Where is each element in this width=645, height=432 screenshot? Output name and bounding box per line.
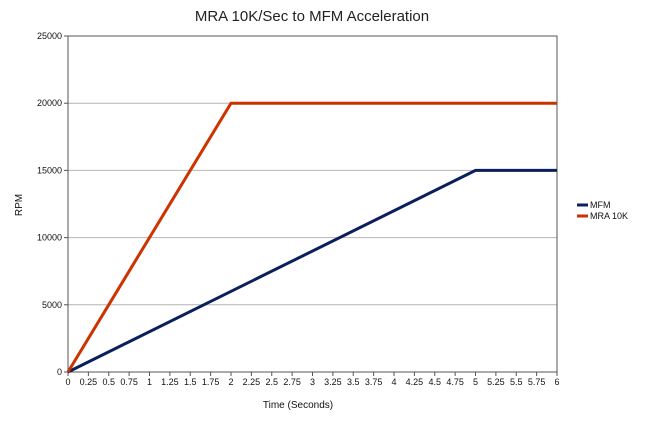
- x-tick-label: 4: [391, 377, 396, 387]
- x-axis-label: Time (Seconds): [263, 400, 333, 411]
- x-tick-label: 4.5: [428, 377, 441, 387]
- x-tick-label: 6: [554, 377, 559, 387]
- x-tick-label: 3.5: [347, 377, 360, 387]
- x-tick-label: 2.75: [283, 377, 301, 387]
- y-tick-label: 15000: [37, 165, 62, 175]
- plot-area: [67, 35, 558, 373]
- x-tick-label: 5.75: [528, 377, 546, 387]
- x-tick-label: 3.75: [365, 377, 383, 387]
- y-tick-label: 0: [57, 367, 62, 377]
- x-tick-label: 1: [147, 377, 152, 387]
- series-line-1: [66, 101, 557, 373]
- x-tick-label: 0: [65, 377, 70, 387]
- x-axis-ticks: 0 0.25 0.5 0.75 1 1.25 1.5 1.75 2 2.25 2.5 2.75 3 3.2…: [65, 372, 560, 387]
- x-tick-label: 0.5: [102, 377, 115, 387]
- grid: [68, 35, 557, 373]
- x-tick-label: 3.25: [324, 377, 342, 387]
- series-line-0: [67, 168, 557, 374]
- y-axis-label: RPM: [14, 194, 25, 216]
- y-axis-ticks: 0 5000 10000 15000 20000 25000: [37, 31, 68, 377]
- x-tick-label: 4.25: [406, 377, 424, 387]
- y-tick-label: 20000: [37, 98, 62, 108]
- y-tick-label: 10000: [37, 233, 62, 243]
- y-tick-label: 25000: [37, 31, 62, 41]
- x-tick-label: 2: [228, 377, 233, 387]
- x-tick-label: 2.25: [243, 377, 261, 387]
- x-tick-label: 5.5: [510, 377, 523, 387]
- x-tick-label: 1.75: [202, 377, 220, 387]
- x-tick-label: 3: [310, 377, 315, 387]
- chart-title: MRA 10K/Sec to MFM Acceleration: [195, 8, 429, 25]
- x-tick-label: 2.5: [265, 377, 278, 387]
- x-tick-label: 0.25: [80, 377, 98, 387]
- x-tick-label: 1.25: [161, 377, 179, 387]
- legend-label: MRA 10K: [590, 211, 628, 221]
- series-group: [66, 101, 557, 374]
- x-tick-label: 1.5: [184, 377, 197, 387]
- x-tick-label: 4.75: [446, 377, 464, 387]
- y-tick-label: 5000: [42, 300, 62, 310]
- x-tick-label: 0.75: [120, 377, 138, 387]
- x-tick-label: 5.25: [487, 377, 505, 387]
- x-tick-label: 5: [473, 377, 478, 387]
- legend-label: MFM: [590, 200, 611, 210]
